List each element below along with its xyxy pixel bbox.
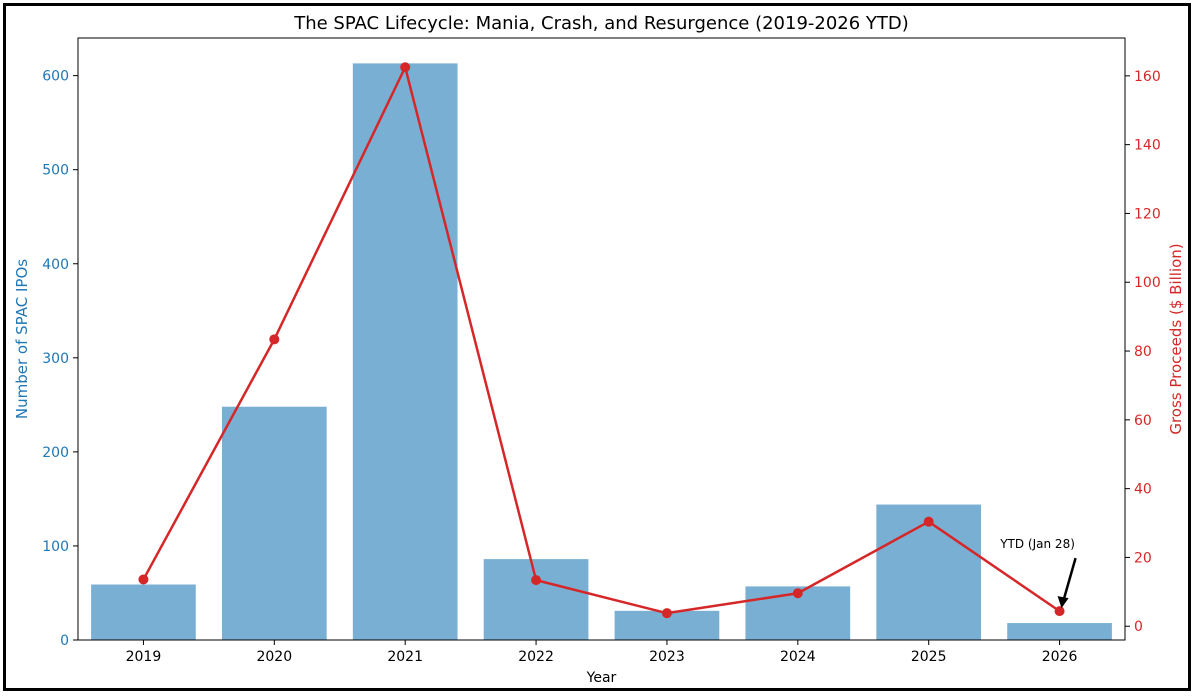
x-axis-tick-label: 2025: [911, 649, 947, 665]
right-axis-tick-label: 0: [1134, 619, 1143, 635]
proceeds-point-2026: [1054, 606, 1065, 617]
plot-area-border: [77, 37, 1126, 641]
proceeds-point-2025: [923, 516, 934, 527]
annotation-text: YTD (Jan 28): [999, 537, 1075, 551]
proceeds-point-2023: [661, 608, 672, 619]
x-axis-tick-label: 2022: [518, 649, 554, 665]
right-axis-tick-label: 140: [1134, 138, 1161, 154]
right-axis-tick-label: 100: [1134, 275, 1161, 291]
left-axis-tick-label: 500: [42, 163, 69, 179]
right-axis-tick-label: 20: [1134, 550, 1152, 566]
chart-title: The SPAC Lifecycle: Mania, Crash, and Re…: [293, 13, 909, 34]
bar-2021: [352, 63, 458, 641]
bar-2019: [91, 584, 196, 640]
x-axis-tick-label: 2023: [649, 649, 685, 665]
right-axis-tick-label: 80: [1134, 344, 1152, 360]
right-axis-label: Gross Proceeds ($ Billion): [1167, 243, 1185, 434]
left-axis-label: Number of SPAC IPOs: [13, 259, 31, 419]
proceeds-point-2024: [792, 588, 803, 599]
proceeds-point-2020: [269, 334, 280, 345]
annotation-arrow-shaft: [1062, 557, 1077, 601]
x-axis-tick-label: 2026: [1042, 649, 1078, 665]
proceeds-point-2019: [138, 574, 149, 585]
right-axis-tick-label: 120: [1134, 206, 1161, 222]
proceeds-line: [142, 65, 1061, 615]
proceeds-point-2022: [531, 575, 542, 586]
x-axis-label: Year: [586, 670, 617, 686]
chart-frame: [3, 3, 1191, 691]
left-axis-tick-label: 100: [42, 539, 69, 555]
right-axis-tick-label: 160: [1134, 69, 1161, 85]
x-axis-tick-label: 2024: [780, 649, 816, 665]
right-axis-tick-label: 40: [1134, 482, 1152, 498]
bar-2020: [221, 406, 327, 640]
proceeds-point-2021: [400, 62, 411, 73]
left-axis-tick-label: 400: [42, 257, 69, 273]
bar-2022: [483, 559, 589, 640]
x-axis-tick-label: 2019: [126, 649, 162, 665]
x-axis-tick-label: 2021: [387, 649, 423, 665]
bar-2026: [1007, 623, 1112, 640]
right-axis-tick-label: 60: [1134, 413, 1152, 429]
x-axis-tick-label: 2020: [256, 649, 292, 665]
annotation-arrow-head: [1057, 596, 1069, 609]
left-axis-tick-label: 200: [42, 445, 69, 461]
left-axis-tick-label: 600: [42, 69, 69, 85]
left-axis-tick-label: 300: [42, 351, 69, 367]
left-axis-tick-label: 0: [60, 633, 69, 649]
bar-2025: [876, 504, 982, 640]
